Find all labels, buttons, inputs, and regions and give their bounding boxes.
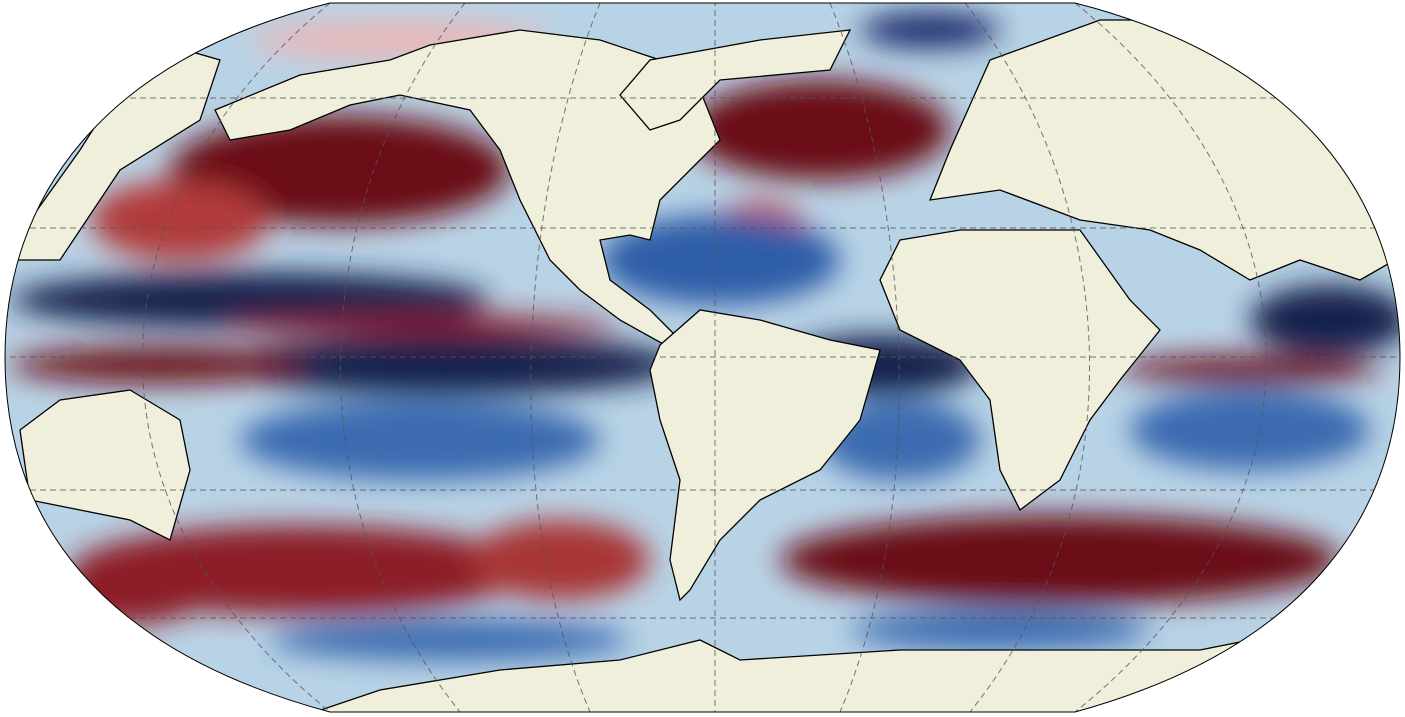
meridian [829,3,900,712]
meridian [530,3,601,712]
africa [879,229,1161,511]
meridian [141,3,331,712]
map-outline [4,2,1401,713]
north-america [214,29,721,346]
meridian [1074,3,1267,712]
australia [19,389,191,541]
south-america [649,309,881,602]
greenland [619,29,852,131]
